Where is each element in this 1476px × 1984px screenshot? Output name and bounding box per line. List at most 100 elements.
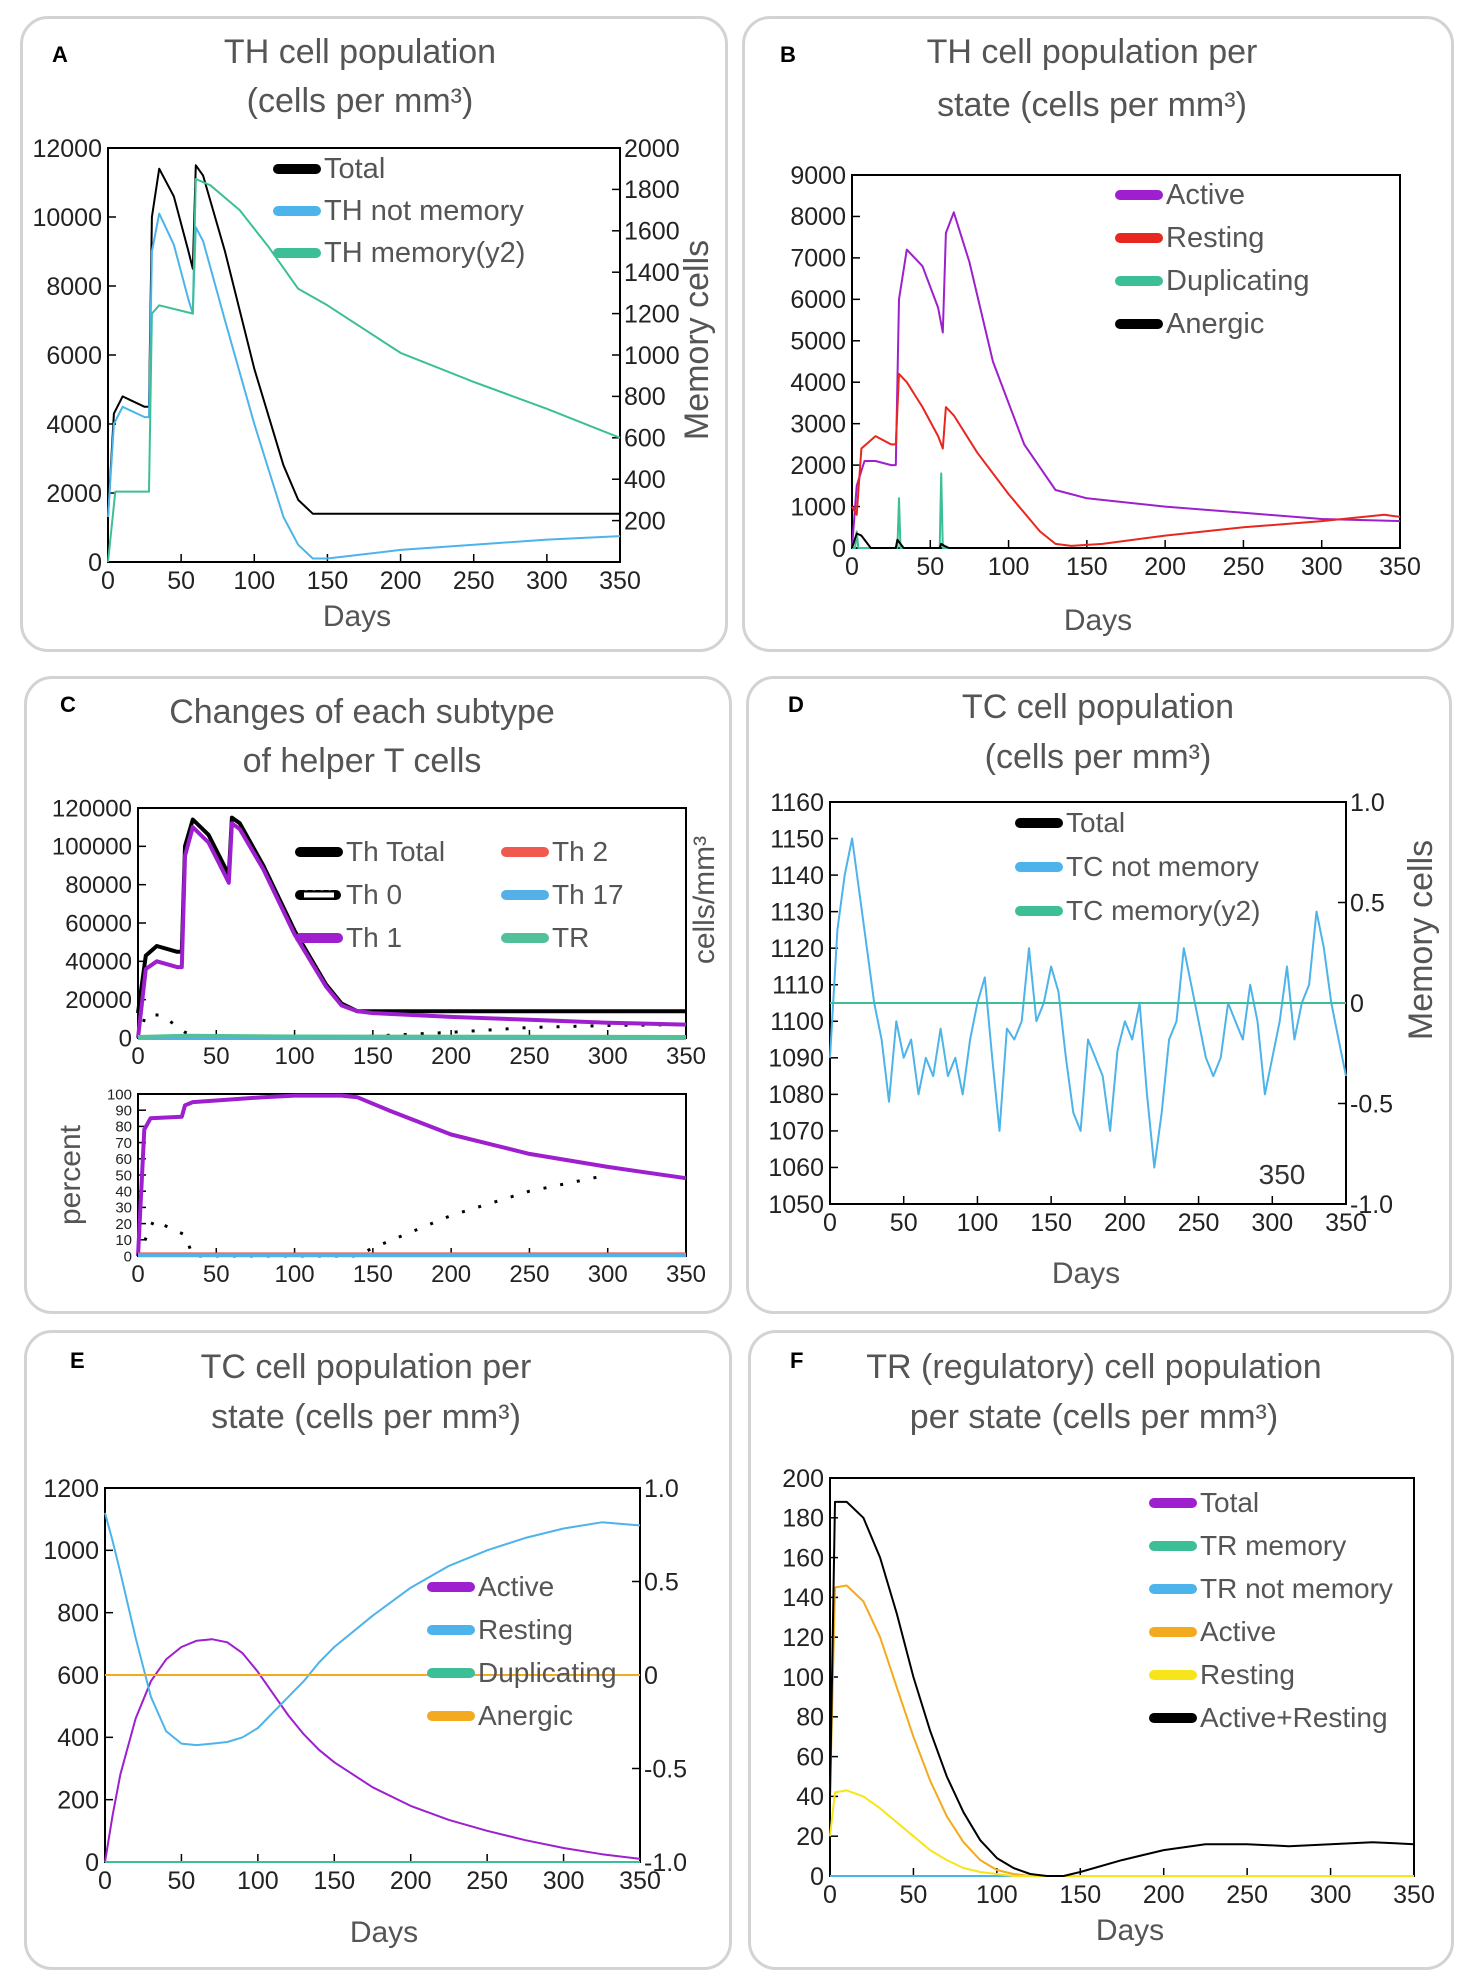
- y2-tick-label: 0.5: [1350, 889, 1385, 917]
- y2-tick-label: -1.0: [1350, 1191, 1393, 1219]
- x-tick-label: 150: [313, 1867, 355, 1895]
- chart-E: 0 50 100 150 200 250 300 350 0 200 400 600 800 1000 12…: [43, 1348, 687, 1949]
- y-tick-label: 50: [115, 1167, 132, 1184]
- y-tick-label: 400: [57, 1724, 99, 1752]
- y-tick-label: 1120: [770, 935, 824, 963]
- chart-title-line: state (cells per mm³): [937, 86, 1247, 124]
- y-tick-label: 6000: [790, 286, 846, 314]
- x-tick-label: 200: [1104, 1209, 1146, 1237]
- panel-a: [20, 16, 728, 652]
- y-tick-label: 200: [57, 1786, 99, 1814]
- series-line-duplicating: [852, 472, 1400, 549]
- y-tick-label: 1070: [768, 1118, 824, 1146]
- chart-C2: 0 50 100 150 200 250 300 3500102030405060708090…: [54, 1086, 706, 1288]
- x-axis-label: Days: [1096, 1914, 1164, 1947]
- y-tick-label: 1140: [770, 862, 824, 890]
- y2-tick-label: 400: [624, 466, 666, 494]
- chart-title-line: TH cell population: [224, 33, 496, 71]
- x-tick-label: 200: [380, 567, 422, 595]
- x-tick-label: 250: [466, 1867, 508, 1895]
- legend-label: Resting: [1200, 1659, 1295, 1690]
- legend-label: Th 0: [346, 879, 402, 910]
- series-line-anergic: [851, 532, 1400, 549]
- y2-tick-label: 1000: [624, 342, 680, 370]
- panel-letter: D: [788, 692, 804, 717]
- x-axis-label: Days: [350, 1916, 418, 1949]
- y-tick-label: 100000: [52, 834, 132, 861]
- x-tick-label: 250: [1178, 1209, 1220, 1237]
- x-tick-label: 0: [131, 1261, 144, 1288]
- y-tick-label: 7000: [790, 245, 846, 273]
- y2-axis-label: Memory cells: [678, 240, 716, 440]
- legend-label: Duplicating: [1166, 265, 1309, 297]
- series-line-th-0: [136, 1013, 687, 1040]
- legend-label: Th Total: [346, 836, 445, 867]
- y2-tick-label: 800: [624, 383, 666, 411]
- x-tick-label: 100: [237, 1867, 279, 1895]
- y-tick-label: 1060: [768, 1154, 824, 1182]
- y-tick-label: 40: [115, 1183, 132, 1200]
- x-tick-label: 300: [1310, 1881, 1352, 1909]
- legend-label: Anergic: [1166, 308, 1264, 340]
- x-tick-label: 200: [1143, 1881, 1185, 1909]
- series-line-resting: [104, 1512, 641, 1747]
- x-tick-label: 0: [101, 567, 115, 595]
- legend-label: TC not memory: [1066, 851, 1259, 882]
- x-tick-label: 150: [1030, 1209, 1072, 1237]
- y-axis-label: percent: [54, 1124, 87, 1225]
- x-tick-label: 50: [900, 1881, 928, 1909]
- y-tick-label: 8000: [46, 273, 102, 301]
- chart-title-line: (cells per mm³): [985, 738, 1212, 776]
- legend-label: Th 2: [552, 836, 608, 867]
- x-tick-label: 200: [431, 1261, 471, 1288]
- y-tick-label: 3000: [790, 410, 846, 438]
- y-tick-label: 2000: [790, 452, 846, 480]
- y-tick-label: 1150: [770, 825, 824, 853]
- chart-title-line: TC cell population per: [201, 1348, 532, 1386]
- chart-title-line: TR (regulatory) cell population: [866, 1348, 1321, 1386]
- x-tick-label: 350: [666, 1261, 706, 1288]
- y-tick-label: 20: [115, 1216, 132, 1233]
- x-tick-label: 100: [233, 567, 275, 595]
- y-tick-label: 1110: [772, 971, 824, 999]
- x-tick-label: 250: [1223, 553, 1265, 581]
- x-tick-label: 100: [957, 1209, 999, 1237]
- x-tick-label: 0: [131, 1043, 144, 1070]
- chart-title-line: of helper T cells: [243, 742, 482, 780]
- y2-tick-label: -0.5: [644, 1755, 687, 1783]
- legend-label: Total: [1200, 1487, 1259, 1518]
- y-tick-label: 60000: [65, 910, 132, 937]
- x-tick-label: 0: [98, 1867, 112, 1895]
- chart-B: 0 50 100 150 200 250 300 350 0 1000 2000 3000 4000 50…: [780, 33, 1421, 637]
- y2-tick-label: 600: [624, 425, 666, 453]
- series-line-th-1-percent: [136, 1093, 687, 1257]
- x-tick-label: 300: [543, 1867, 585, 1895]
- x-tick-label: 300: [1251, 1209, 1293, 1237]
- x-tick-label: 50: [203, 1261, 230, 1288]
- y-tick-label: 800: [57, 1599, 99, 1627]
- x-tick-label: 300: [526, 567, 568, 595]
- x-tick-label: 0: [823, 1881, 837, 1909]
- series-line-th-total: [136, 815, 686, 1014]
- x-tick-label: 350: [1379, 553, 1421, 581]
- panel-f: [748, 1330, 1454, 1970]
- legend-label: TR memory: [1200, 1530, 1346, 1561]
- legend-label: Active: [1166, 179, 1245, 211]
- legend-label: TR not memory: [1200, 1573, 1393, 1604]
- series-line-th-1: [136, 821, 687, 1039]
- x-axis-label: Days: [323, 600, 391, 633]
- chart-title-line: per state (cells per mm³): [910, 1398, 1278, 1436]
- x-tick-label: 350: [1393, 1881, 1435, 1909]
- y-tick-label: 1100: [770, 1008, 824, 1036]
- y2-tick-label: 1400: [624, 259, 680, 287]
- y2-tick-label: -0.5: [1350, 1090, 1393, 1118]
- y-tick-label: 100: [782, 1664, 824, 1692]
- y-tick-label: 1200: [43, 1475, 99, 1503]
- panel-letter: B: [780, 42, 796, 67]
- chart-D: 0 50 100 150 200 250 300 350 1050 1060 1070 1080 109…: [768, 688, 1440, 1290]
- y-tick-label: 1080: [768, 1081, 824, 1109]
- y-tick-label: 12000: [32, 135, 102, 163]
- x-tick-label: 150: [353, 1043, 393, 1070]
- legend-label: TH memory(y2): [324, 237, 525, 269]
- legend-label: Th 17: [552, 879, 624, 910]
